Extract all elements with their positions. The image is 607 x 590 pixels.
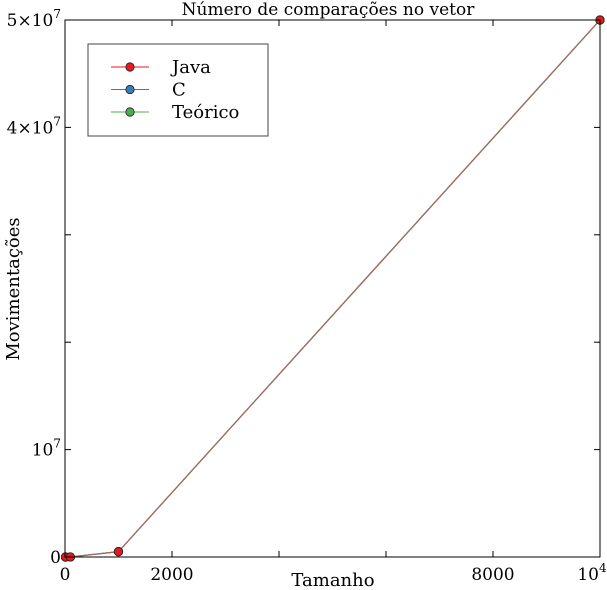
- y-tick-label: 0: [50, 548, 61, 568]
- y-tick-label: 4×107: [7, 114, 61, 138]
- x-tick-label: 104: [577, 561, 607, 585]
- chart-title: Número de comparações no vetor: [182, 0, 476, 20]
- data-point-java: [113, 547, 124, 557]
- legend-label: Java: [170, 57, 211, 78]
- y-axis-ticks: 0 107 4×107 5×107: [7, 7, 600, 568]
- x-axis-ticks: 0 2000 8000 104: [60, 20, 607, 585]
- x-tick-label: 0: [60, 565, 71, 585]
- y-tick-label: 107: [32, 437, 61, 461]
- plot-frame: [64, 19, 601, 558]
- x-tick-label: 2000: [150, 565, 193, 585]
- legend-marker: [125, 107, 135, 117]
- x-axis-label: Tamanho: [291, 570, 374, 590]
- y-axis-label: Movimentações: [3, 217, 24, 360]
- x-tick-label: 8000: [471, 565, 514, 585]
- legend-label: C: [172, 80, 186, 101]
- legend-entry: Teórico: [111, 102, 239, 123]
- legend-marker: [125, 62, 135, 72]
- legend-marker: [125, 84, 135, 95]
- legend-entry: C: [111, 80, 186, 101]
- legend-label: Teórico: [172, 102, 239, 123]
- legend-entry: Java: [111, 57, 211, 78]
- y-tick-label: 5×107: [7, 7, 61, 31]
